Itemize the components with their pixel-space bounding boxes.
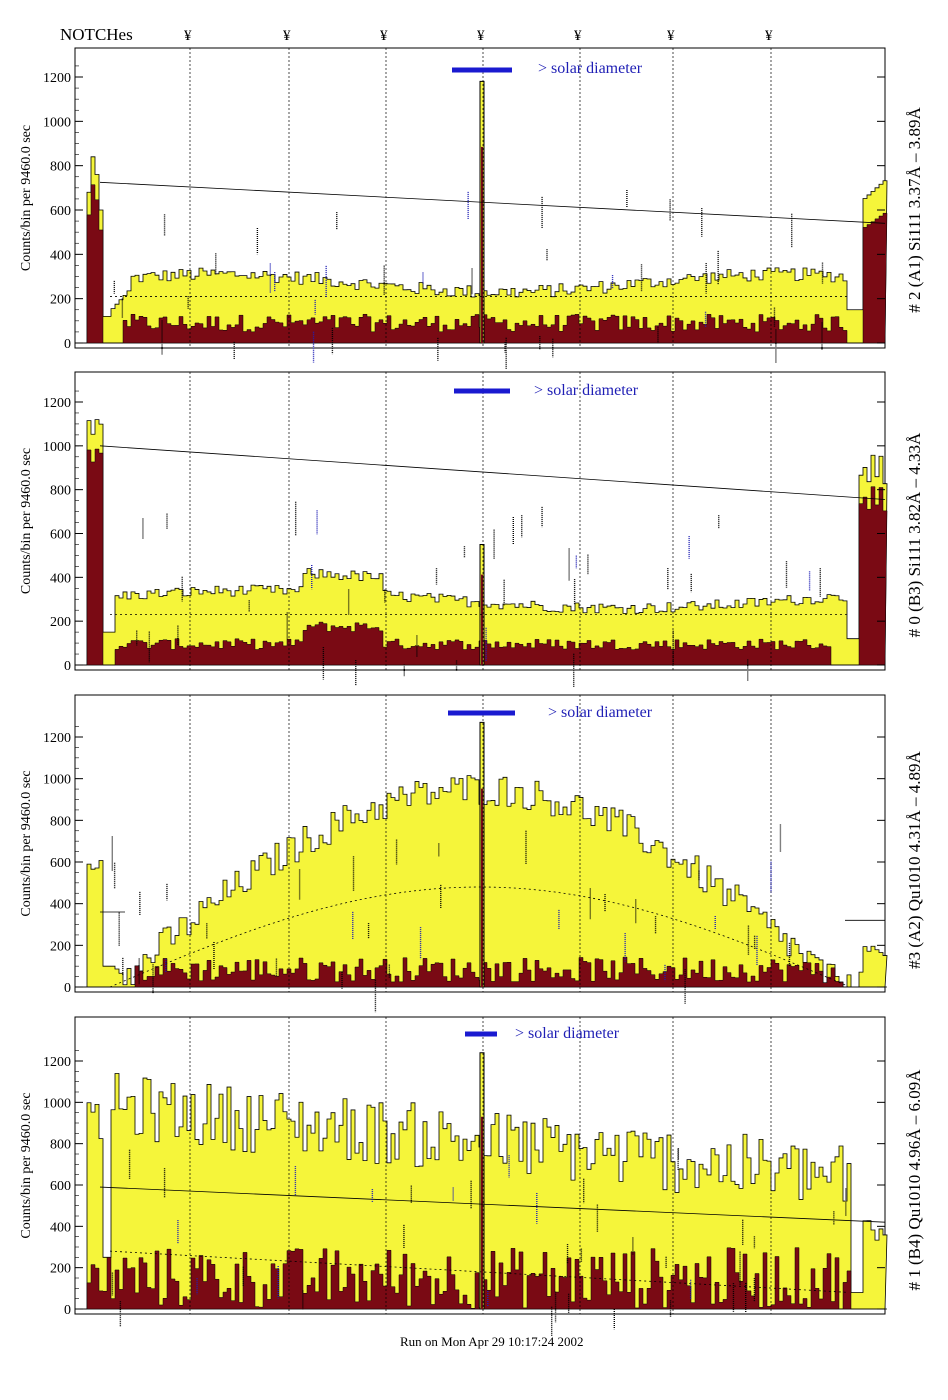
run-timestamp: Run on Mon Apr 29 10:17:24 2002 [400, 1334, 583, 1349]
ytick-label-2-6: 1200 [43, 731, 71, 746]
panel-b3-si111: 0 200 400 600 800 1000 1200 Counts/bin per 9460… [19, 371, 924, 688]
ytick-label-1-1: 200 [50, 615, 71, 630]
notch-symbol-3: ¥ [477, 28, 485, 44]
panel-a1-si111: 0 200 400 600 800 1000 1200 Counts/bin per 9460… [19, 47, 924, 370]
ytick-label-2-4: 800 [50, 814, 71, 829]
detector-label-2: #3 (A2) Qu1010 4.31Å – 4.89Å [905, 750, 924, 968]
ytick-label-0-0: 0 [64, 337, 71, 352]
ytick-label-3-0: 0 [64, 1303, 71, 1318]
ytick-label-3-5: 1000 [43, 1096, 71, 1111]
notches-header: NOTCHes ¥ ¥ ¥ ¥ ¥ ¥ ¥ [60, 25, 773, 44]
ytick-label-3-4: 800 [50, 1138, 71, 1153]
ytick-label-0-5: 1000 [43, 115, 71, 130]
notch-symbols: ¥ ¥ ¥ ¥ ¥ ¥ ¥ [184, 28, 773, 44]
ylabel-0: Counts/bin per 9460.0 sec [19, 125, 34, 271]
ytick-label-3-1: 200 [50, 1262, 71, 1277]
ytick-label-3-6: 1200 [43, 1055, 71, 1070]
solar-diameter-note-3: > solar diameter [515, 1025, 620, 1042]
ytick-label-1-2: 400 [50, 571, 71, 586]
notch-symbol-6: ¥ [765, 28, 773, 44]
panel-a2-qu1010: 0 200 400 600 800 1000 1200 Counts/bin per 9460… [19, 694, 924, 1013]
ytick-label-3-3: 600 [50, 1179, 71, 1194]
fit-line-0 [99, 181, 886, 224]
lower-histogram-3 [75, 1247, 887, 1310]
panel-b4-qu1010: 0 200 400 600 800 1000 1200 Counts/bin per 9460… [19, 1016, 924, 1336]
lower-histogram-0 [75, 184, 888, 344]
solar-diameter-note-1: > solar diameter [534, 382, 639, 399]
peak-spike-dark-0 [481, 146, 483, 343]
ytick-label-0-6: 1200 [43, 71, 71, 86]
ytick-label-2-3: 600 [50, 856, 71, 871]
peak-spike-dark-1 [481, 574, 483, 665]
notch-symbol-4: ¥ [574, 28, 582, 44]
ytick-label-0-2: 400 [50, 248, 71, 263]
peak-spike-dark-2 [481, 788, 483, 987]
ylabel-3: Counts/bin per 9460.0 sec [19, 1092, 34, 1238]
lower-histogram-2 [75, 956, 887, 988]
ylabel-2: Counts/bin per 9460.0 sec [19, 770, 34, 916]
upper-histogram-1 [75, 419, 888, 666]
ytick-label-2-0: 0 [64, 981, 71, 996]
ytick-label-0-3: 600 [50, 204, 71, 219]
notch-symbol-1: ¥ [283, 28, 291, 44]
baseline-curve-2 [109, 886, 849, 988]
notch-symbol-5: ¥ [667, 28, 675, 44]
ytick-label-0-4: 800 [50, 160, 71, 175]
ytick-label-2-5: 1000 [43, 773, 71, 788]
detector-label-3: # 1 (B4) Qu1010 4.96Å – 6.09Å [905, 1069, 924, 1291]
notch-symbol-0: ¥ [184, 28, 192, 44]
solar-diameter-note-0: > solar diameter [538, 60, 643, 77]
ytick-label-1-3: 600 [50, 528, 71, 543]
detector-label-1: # 0 (B3) Si111 3.82Å – 4.33Å [905, 432, 924, 637]
ytick-label-1-4: 800 [50, 484, 71, 499]
peak-spike-dark-3 [481, 1116, 483, 1309]
ytick-label-1-6: 1200 [43, 396, 71, 411]
baseline-curve-3 [109, 1250, 849, 1293]
ylabel-1: Counts/bin per 9460.0 sec [19, 448, 34, 594]
ytick-label-2-2: 400 [50, 898, 71, 913]
detector-label-0: # 2 (A1) Si111 3.37Å – 3.89Å [905, 106, 924, 312]
notch-symbol-2: ¥ [380, 28, 388, 44]
notches-label: NOTCHes [60, 25, 133, 44]
fit-line-1 [99, 445, 886, 500]
fit-line-3 [99, 1186, 886, 1223]
ytick-label-1-5: 1000 [43, 440, 71, 455]
solar-diameter-note-2: > solar diameter [548, 704, 653, 721]
ytick-label-3-2: 400 [50, 1220, 71, 1235]
ytick-label-0-1: 200 [50, 293, 71, 308]
ytick-label-2-1: 200 [50, 939, 71, 954]
ytick-label-1-0: 0 [64, 659, 71, 674]
